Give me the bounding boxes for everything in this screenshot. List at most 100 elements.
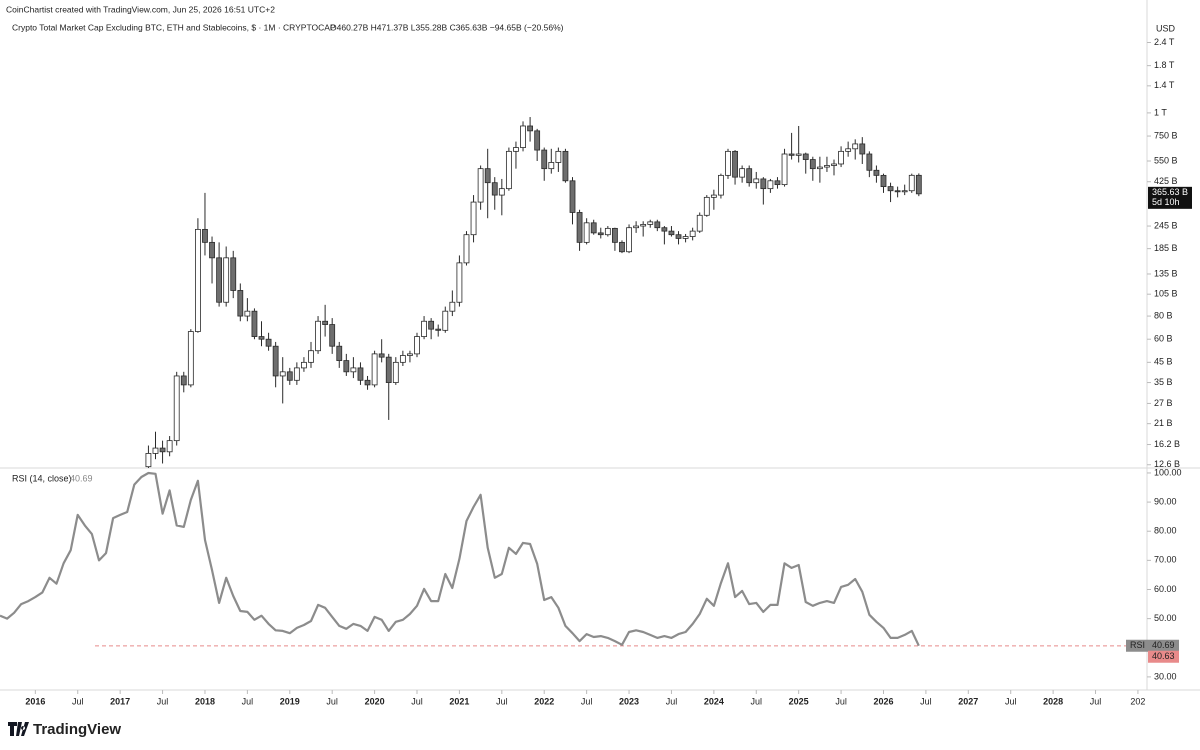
candle-body bbox=[901, 190, 908, 193]
ohlc: O460.27B H471.37B L355.28B C365.63B −94.… bbox=[330, 22, 564, 32]
y-tick-label: 27 B bbox=[1154, 398, 1173, 408]
x-tick-label: Jul bbox=[411, 696, 423, 706]
x-tick-label: Jul bbox=[920, 696, 932, 706]
candle-body bbox=[520, 125, 526, 148]
candle-body bbox=[824, 165, 830, 168]
candle-body bbox=[477, 168, 484, 203]
candle-body bbox=[399, 355, 406, 363]
candle-body bbox=[703, 196, 710, 216]
candle-body bbox=[209, 241, 215, 259]
candle-body bbox=[498, 188, 505, 196]
y-tick-label: 80.00 bbox=[1154, 526, 1177, 536]
y-tick-label: 45 B bbox=[1154, 357, 1173, 367]
candle-body bbox=[760, 178, 767, 190]
candle-body bbox=[831, 163, 837, 166]
candle-body bbox=[293, 367, 300, 381]
rsi-tag-value: 40.69 bbox=[1152, 640, 1175, 650]
y-tick-label: 50.00 bbox=[1154, 613, 1177, 623]
candle-body bbox=[456, 262, 463, 303]
candle-body bbox=[802, 153, 809, 160]
x-tick-label: 202 bbox=[1130, 696, 1145, 706]
candle-body bbox=[322, 320, 329, 325]
y-tick-label: 90.00 bbox=[1154, 496, 1177, 506]
x-tick-label: 2021 bbox=[449, 696, 469, 706]
rsi-tag-name: RSI bbox=[1130, 640, 1145, 650]
candle-body bbox=[795, 153, 802, 156]
candle-body bbox=[336, 345, 343, 361]
candle-body bbox=[816, 166, 823, 170]
candle-body bbox=[612, 227, 618, 243]
candle-body bbox=[449, 301, 456, 312]
candle-body bbox=[491, 182, 498, 196]
candle-body bbox=[279, 371, 286, 377]
candle-body bbox=[251, 310, 258, 337]
candle-body bbox=[230, 257, 237, 291]
candle-body bbox=[195, 228, 201, 332]
candle-body bbox=[527, 125, 533, 132]
candle-body bbox=[633, 225, 640, 229]
last-price-tag bbox=[1148, 186, 1192, 209]
candle-body bbox=[732, 150, 738, 178]
candle-body bbox=[597, 232, 604, 236]
y-tick-label: 750 B bbox=[1154, 130, 1178, 140]
candle-body bbox=[548, 162, 555, 170]
candle-body bbox=[774, 180, 781, 186]
x-tick-label: 2027 bbox=[958, 696, 978, 706]
candle-body bbox=[343, 360, 350, 373]
x-tick-label: 2024 bbox=[704, 696, 724, 706]
x-tick-label: Jul bbox=[496, 696, 508, 706]
x-tick-label: Jul bbox=[242, 696, 254, 706]
candle-body bbox=[781, 153, 788, 186]
candle-body bbox=[301, 361, 307, 369]
candle-body bbox=[739, 168, 746, 178]
candle-body bbox=[145, 453, 152, 468]
candle-body bbox=[152, 447, 159, 454]
y-tick-label: 60 B bbox=[1154, 334, 1173, 344]
y-tick-label: 70.00 bbox=[1154, 555, 1177, 565]
candle-body bbox=[668, 230, 675, 236]
y-tick-label: 16.2 B bbox=[1154, 439, 1180, 449]
candle-body bbox=[569, 180, 576, 213]
brand: TradingView bbox=[33, 721, 121, 738]
x-tick-label: Jul bbox=[157, 696, 169, 706]
candle-body bbox=[576, 212, 583, 243]
candle-body bbox=[845, 148, 852, 152]
candle-body bbox=[166, 440, 173, 453]
candle-body bbox=[428, 320, 435, 330]
candle-body bbox=[718, 174, 724, 196]
candle-body bbox=[894, 190, 901, 193]
x-tick-label: Jul bbox=[666, 696, 678, 706]
candle-body bbox=[809, 159, 816, 170]
candle-body bbox=[887, 186, 894, 192]
candle-body bbox=[216, 257, 223, 303]
y-tick-label: 30.00 bbox=[1154, 671, 1177, 681]
x-tick-label: 2026 bbox=[873, 696, 893, 706]
y-tick-label: 35 B bbox=[1154, 377, 1173, 387]
candle-body bbox=[385, 356, 392, 383]
y-tick-label: 21 B bbox=[1154, 418, 1173, 428]
candle-body bbox=[915, 174, 922, 195]
x-tick-label: 2028 bbox=[1043, 696, 1063, 706]
candle-body bbox=[647, 221, 654, 225]
x-tick-label: Jul bbox=[835, 696, 847, 706]
candle-body bbox=[357, 367, 364, 381]
candle-body bbox=[640, 224, 647, 227]
x-tick-label: Jul bbox=[1005, 696, 1017, 706]
candle-body bbox=[746, 168, 753, 184]
credit: CoinChartist created with TradingView.co… bbox=[6, 4, 275, 14]
y-tick-label: 1.8 T bbox=[1154, 60, 1175, 70]
y-tick-label: 12.6 B bbox=[1154, 459, 1180, 469]
candle-body bbox=[378, 353, 385, 358]
candle-body bbox=[237, 290, 244, 317]
price-pane bbox=[145, 117, 922, 468]
candle-body bbox=[484, 168, 491, 184]
candle-body bbox=[470, 201, 477, 236]
candle-body bbox=[541, 149, 548, 170]
y-tick-label: 550 B bbox=[1154, 155, 1178, 165]
logo: TradingView bbox=[8, 721, 121, 738]
unit: USD bbox=[1156, 23, 1176, 33]
rsi-tag bbox=[1126, 639, 1179, 652]
y-tick-label: 80 B bbox=[1154, 310, 1173, 320]
candle-body bbox=[173, 375, 180, 442]
